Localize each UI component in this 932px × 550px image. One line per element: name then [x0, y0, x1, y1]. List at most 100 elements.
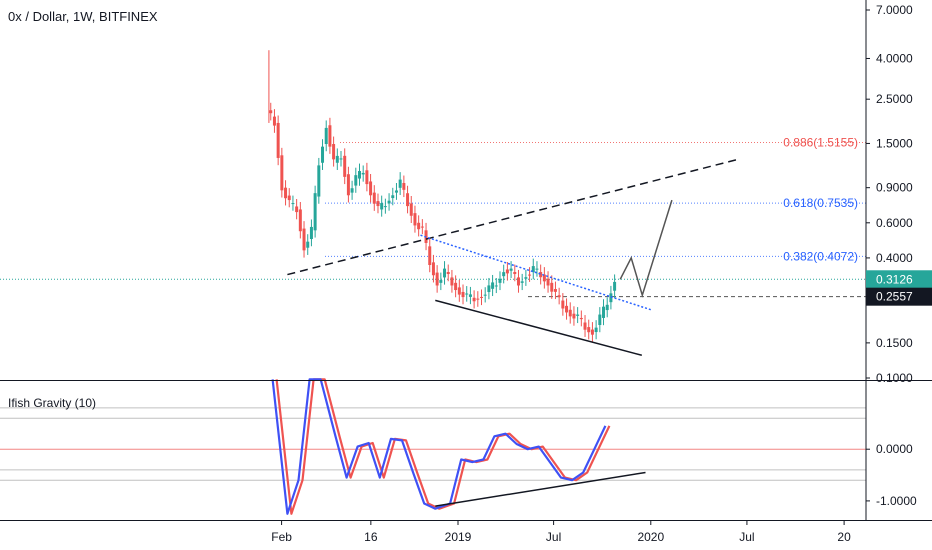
candle-body — [491, 282, 495, 289]
indicator-tick-label: -1.0000 — [876, 494, 917, 508]
time-tick-label: 16 — [364, 530, 378, 544]
candle-body — [487, 285, 491, 293]
candle-body — [306, 241, 310, 248]
candle-body — [428, 246, 432, 266]
price-tick-label: 0.1500 — [876, 336, 913, 350]
trend-lines — [287, 158, 739, 356]
candle-body — [346, 174, 350, 196]
candle-body — [531, 266, 535, 273]
candle-body — [365, 170, 369, 185]
candle-body — [431, 262, 435, 276]
candle-body — [324, 127, 328, 145]
candle-body — [539, 272, 543, 278]
candle-body — [317, 165, 321, 197]
candle-body — [443, 268, 447, 278]
price-tick-label: 2.5000 — [876, 92, 913, 106]
candle-body — [480, 296, 484, 298]
candle-body — [332, 144, 336, 160]
time-tick-label: Jul — [546, 530, 561, 544]
candle-body — [302, 228, 306, 251]
candle-body — [446, 271, 450, 275]
candle-body — [587, 327, 591, 333]
candle-body — [343, 155, 347, 177]
candle-body — [609, 293, 613, 303]
price-tick-label: 0.1000 — [876, 371, 913, 385]
candle-body — [413, 213, 417, 226]
fib-level-label: 0.382(0.4072) — [783, 249, 858, 263]
fib-level-label: 0.618(0.7535) — [783, 196, 858, 210]
price-tick-label: 0.6000 — [876, 216, 913, 230]
candle-body — [272, 116, 276, 126]
candle-body — [528, 274, 532, 276]
candle-body — [450, 277, 454, 286]
candle-body — [313, 193, 317, 231]
candle-body — [516, 277, 520, 286]
candle-body — [291, 203, 295, 205]
time-tick-label: 2020 — [637, 530, 664, 544]
candle-body — [354, 175, 358, 186]
price-tick-label: 7.0000 — [876, 3, 913, 17]
price-tick-label: 0.9000 — [876, 181, 913, 195]
candle-body — [520, 281, 524, 283]
time-tick-label: Jul — [739, 530, 754, 544]
candle-body — [417, 222, 421, 230]
price-tick-label: 1.5000 — [876, 136, 913, 150]
candle-body — [561, 300, 565, 309]
candle-body — [321, 146, 325, 163]
candle-body — [394, 190, 398, 193]
candle-body — [454, 282, 458, 291]
candle-body — [298, 209, 302, 232]
candle-body — [483, 294, 487, 296]
candle-body — [309, 226, 313, 240]
candle-body — [376, 201, 380, 207]
candle-body — [602, 306, 606, 318]
indicator-main-line — [271, 378, 607, 515]
candle-body — [357, 171, 361, 179]
candle-body — [472, 297, 476, 302]
candle-body — [594, 327, 598, 333]
candle-body — [494, 285, 498, 287]
candle-body — [339, 158, 343, 160]
candle-body — [435, 272, 439, 286]
candle-body — [328, 125, 332, 147]
candle-body — [524, 277, 528, 279]
candle-body — [361, 172, 365, 175]
candle-body — [465, 293, 469, 295]
candle-body — [568, 309, 572, 317]
candle-body — [457, 287, 461, 295]
trend-line — [420, 234, 652, 311]
indicator-trend-line — [435, 471, 646, 507]
indicator-title: Ifish Gravity (10) — [8, 396, 97, 410]
candle-body — [280, 155, 284, 191]
indicator-pane — [0, 378, 866, 515]
indicator-tick-label: 0.0000 — [876, 442, 913, 456]
candle-body — [383, 206, 387, 208]
candle-body — [461, 291, 465, 298]
price-grid: 0.886(1.5155) 0.618(0.7535) 0.382(0.4072) — [0, 136, 866, 298]
candle-body — [605, 304, 609, 311]
candle-body — [287, 195, 291, 201]
candle-body — [576, 314, 580, 316]
candle-body — [398, 179, 402, 188]
projection-path — [619, 199, 673, 298]
price-candles — [268, 50, 617, 342]
candle-body — [391, 195, 395, 199]
candle-body — [402, 182, 406, 190]
marked-level-badge — [866, 287, 932, 306]
candle-body — [583, 322, 587, 330]
fib-level-label: 0.886(1.5155) — [783, 136, 858, 150]
candle-body — [284, 187, 288, 199]
candle-body — [572, 313, 576, 319]
candle-body — [513, 271, 517, 275]
candle-body — [380, 203, 384, 210]
candle-body — [439, 280, 443, 283]
candle-body — [269, 110, 273, 114]
candle-body — [372, 192, 376, 204]
marked-level-label: 0.2557 — [876, 290, 913, 304]
candle-body — [276, 122, 280, 158]
candle-body — [557, 295, 561, 298]
trend-line — [435, 299, 643, 356]
candle-body — [335, 155, 339, 163]
